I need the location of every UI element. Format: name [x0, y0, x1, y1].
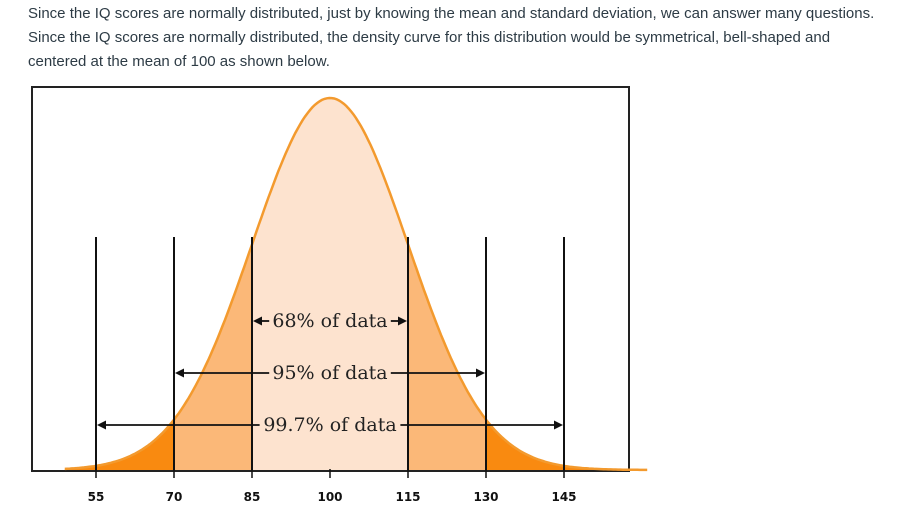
arrow-left-0: [253, 316, 262, 326]
center-region: [252, 98, 408, 470]
range-arrows: 68% of data 95% of data 99.7% of data: [97, 310, 563, 436]
arrow-right-0: [398, 316, 407, 326]
arrow-left-1: [175, 368, 184, 378]
tick-label-85: 85: [244, 490, 261, 504]
tick-label-145: 145: [551, 490, 576, 504]
left-tail-region: [64, 419, 174, 470]
tick-label-100: 100: [317, 490, 342, 504]
tick-label-115: 115: [395, 490, 420, 504]
sd-lines: [95, 237, 565, 470]
range-label-1: 95% of data: [272, 362, 387, 384]
density-curve: [64, 96, 648, 472]
arrow-right-1: [476, 368, 485, 378]
tick-label-130: 130: [473, 490, 498, 504]
right-tail-region: [486, 419, 648, 470]
x-axis: 55 70 85 100 115 130 145: [88, 469, 577, 504]
intro-paragraph: Since the IQ scores are normally distrib…: [28, 5, 875, 70]
range-label-2: 99.7% of data: [263, 414, 396, 436]
tick-label-70: 70: [166, 490, 183, 504]
range-label-0: 68% of data: [272, 310, 387, 332]
tick-label-55: 55: [88, 490, 105, 504]
arrow-right-2: [554, 420, 563, 430]
arrow-left-2: [97, 420, 106, 430]
